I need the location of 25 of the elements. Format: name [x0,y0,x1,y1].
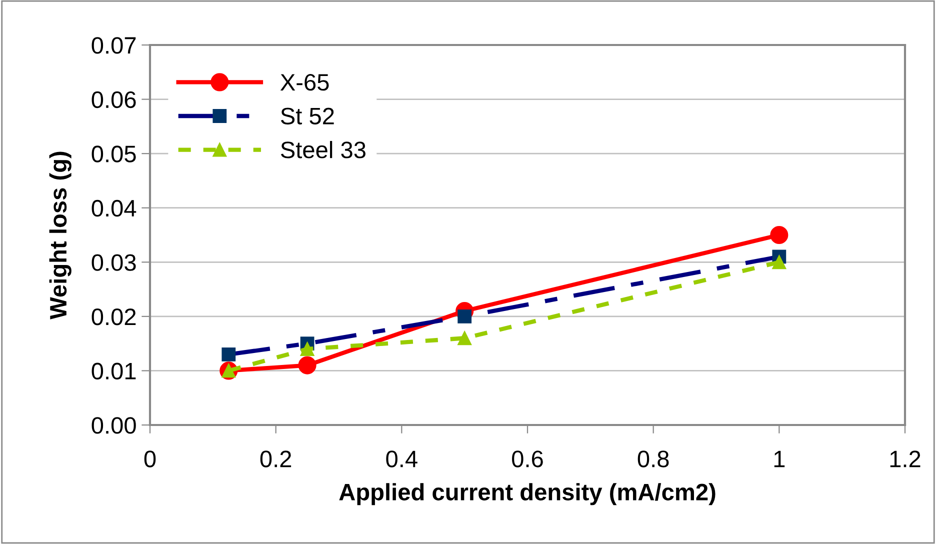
y-tick-label: 0.03 [92,254,136,271]
point [458,331,472,346]
x-tick-label: 0.6 [512,450,543,468]
legend-label: X-65 [280,74,329,91]
point [772,255,786,270]
x-tick-label: 1 [774,450,785,468]
y-tick-label: 0.06 [92,91,136,108]
y-tick-label: 0.02 [92,308,136,326]
x-tick-label: 0 [144,450,156,468]
y-tick-label: 0.01 [92,362,136,380]
legend-label: Steel 33 [280,140,366,158]
y-axis-title: Weight loss (g) [49,152,72,320]
legend-label: St 52 [280,108,334,124]
y-tick-label: 0.05 [92,146,136,162]
y-tick-label: 0.04 [92,200,136,217]
x-tick-label: 0.8 [638,450,669,468]
x-tick-label: 0.2 [260,450,292,468]
x-tick-label: 0.4 [386,450,418,468]
point [770,226,788,244]
y-tick-label: 0.00 [92,417,136,434]
x-tick-label: 1.2 [890,450,920,468]
point [298,356,316,374]
point [300,342,314,356]
x-axis-title: Applied current density (mA/cm2) [339,483,716,506]
y-tick-label: 0.07 [92,37,136,54]
